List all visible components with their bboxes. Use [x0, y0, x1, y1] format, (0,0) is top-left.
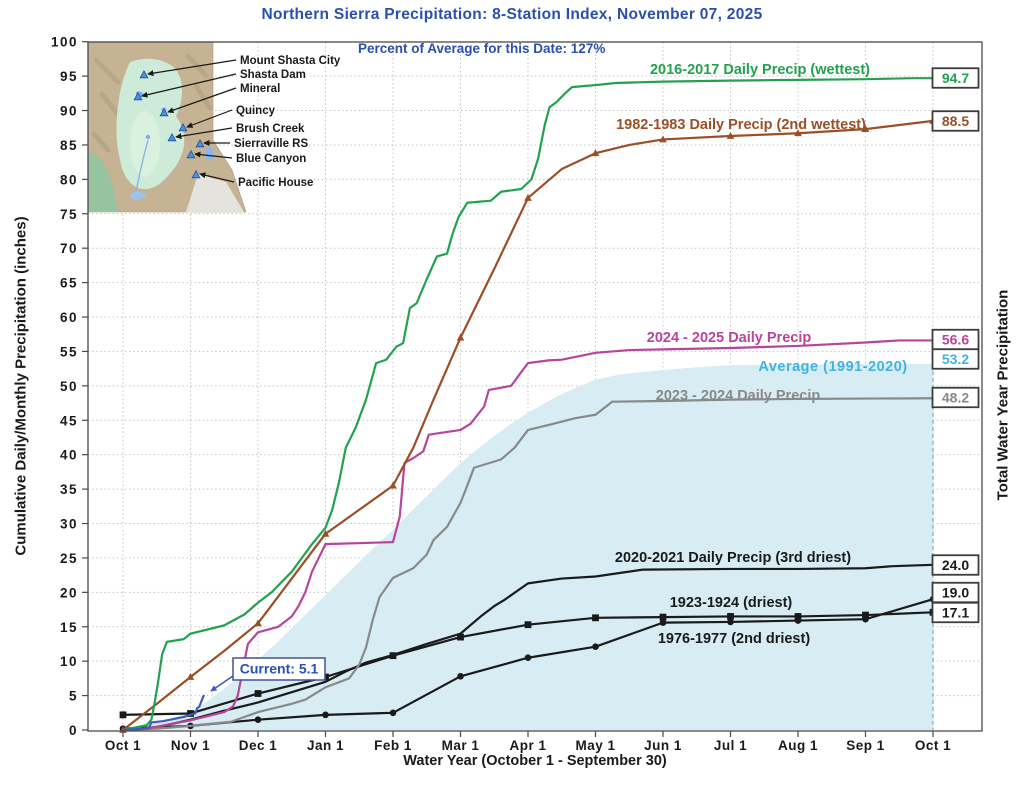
- station-label-blue-canyon: Blue Canyon: [236, 153, 306, 165]
- x-tick-label: Jan 1: [307, 738, 344, 753]
- station-marker-icon: [159, 107, 169, 117]
- average-area: [123, 363, 933, 730]
- x-tick-label: Nov 1: [171, 738, 210, 753]
- y-tick-label: 15: [60, 620, 78, 635]
- series-line-wy2023: [122, 397, 934, 732]
- value-box-wy2020: 24.0: [931, 554, 980, 576]
- y-tick-label: 20: [60, 585, 78, 600]
- station-marker-icon: [133, 91, 143, 101]
- value-boxes: 19.0 17.1 24.0 48.2 56.6 88.5 94.7 53.2: [931, 67, 980, 624]
- percent-of-average-annotation: Percent of Average for this Date: 127%: [358, 41, 606, 56]
- series-line-wy2016: [122, 77, 933, 732]
- y-tick-label: 55: [60, 344, 78, 359]
- value-box-text-wy2020: 24.0: [942, 557, 969, 573]
- y-tick-label: 10: [60, 654, 78, 669]
- x-tick-label: Sep 1: [846, 738, 885, 753]
- series-label-wy1982: 1982-1983 Daily Precip (2nd wettest): [616, 117, 866, 133]
- y-tick-label: 35: [60, 482, 78, 497]
- y-tick-label: 90: [60, 104, 78, 119]
- station-marker-icon: [191, 169, 201, 179]
- y-tick-label: 45: [60, 413, 78, 428]
- value-box-text-wy1923: 17.1: [942, 605, 969, 621]
- value-box-text-wy2023: 48.2: [942, 390, 969, 406]
- station-label-shasta-dam: Shasta Dam: [240, 69, 306, 81]
- y-tick-label: 80: [60, 172, 78, 187]
- value-box-average: 53.2: [931, 348, 980, 370]
- value-box-wy1982: 88.5: [931, 110, 980, 132]
- series-label-average: Average (1991-2020): [758, 359, 907, 375]
- value-box-text-average: 53.2: [942, 351, 969, 367]
- x-tick-label: Jun 1: [644, 738, 682, 753]
- value-box-text-wy1976: 19.0: [942, 585, 969, 601]
- y-tick-label: 95: [60, 69, 78, 84]
- x-tick-label: Oct 1: [915, 738, 951, 753]
- series-labels: 1976-1977 (2nd driest) 1923-1924 (driest)…: [615, 62, 907, 647]
- station-marker-icon: [178, 122, 188, 132]
- y-tick-label: 40: [60, 448, 78, 463]
- x-tick-label: Aug 1: [778, 738, 818, 753]
- current-annotation: Current: 5.1: [210, 657, 326, 692]
- y-tick-label: 100: [51, 35, 78, 50]
- series-label-wy2023: 2023 - 2024 Daily Precip: [656, 388, 821, 404]
- x-tick-label: Dec 1: [239, 738, 278, 753]
- tick-labels: Oct 1 Nov 1 Dec 1 Jan 1 Feb 1 Mar 1 Apr 1 May 1…: [51, 35, 951, 753]
- station-label-brush-creek: Brush Creek: [236, 123, 305, 135]
- y-tick-label: 65: [60, 276, 78, 291]
- station-label-pacific-house: Pacific House: [238, 177, 313, 189]
- series-label-wy2016: 2016-2017 Daily Precip (wettest): [650, 62, 870, 78]
- plot-frame: [87, 41, 983, 732]
- y-tick-label: 60: [60, 310, 78, 325]
- current-year-line: [122, 694, 206, 732]
- y-tick-label: 75: [60, 207, 78, 222]
- y-tick-label: 0: [69, 723, 78, 738]
- station-marker-icon: [167, 132, 177, 142]
- x-tick-label: Apr 1: [509, 738, 546, 753]
- station-label-sierraville-rs: Sierraville RS: [234, 138, 308, 150]
- value-box-wy1976: 19.0: [931, 581, 980, 604]
- series-label-wy2024: 2024 - 2025 Daily Precip: [647, 330, 812, 346]
- station-label-mount-shasta-city: Mount Shasta City: [240, 55, 341, 67]
- y-axis-title-right: Total Water Year Precipitation: [994, 289, 1012, 501]
- y-axis-title-left: Cumulative Daily/Monthly Precipitation (…: [12, 216, 30, 556]
- y-tick-label: 85: [60, 138, 78, 153]
- x-tick-label: Jul 1: [714, 738, 747, 753]
- value-box-wy1923: 17.1: [931, 601, 980, 624]
- value-box-text-wy1982: 88.5: [942, 113, 969, 129]
- map-inset: [87, 41, 247, 213]
- y-tick-label: 50: [60, 379, 78, 394]
- x-tick-label: Feb 1: [374, 738, 412, 753]
- value-box-wy2024: 56.6: [931, 328, 980, 351]
- current-value-label: Current: 5.1: [240, 661, 319, 677]
- chart-title: Northern Sierra Precipitation: 8-Station…: [261, 6, 763, 23]
- value-box-text-wy2024: 56.6: [942, 332, 969, 348]
- y-tick-label: 25: [60, 551, 78, 566]
- station-labels: Mount Shasta City Shasta Dam Mineral Quincy…: [141, 55, 341, 189]
- y-tick-label: 70: [60, 241, 78, 256]
- value-box-wy2023: 48.2: [931, 386, 980, 409]
- x-tick-label: Mar 1: [442, 738, 480, 753]
- value-box-text-wy2016: 94.7: [942, 70, 969, 86]
- station-marker-icon: [186, 149, 196, 159]
- station-marker-icon: [139, 69, 149, 79]
- y-tick-label: 5: [69, 689, 78, 704]
- axis-ticks: [82, 41, 934, 737]
- station-label-quincy: Quincy: [236, 105, 276, 117]
- x-tick-label: May 1: [575, 738, 615, 753]
- station-marker-icon: [195, 138, 205, 148]
- series-label-wy1976: 1976-1977 (2nd driest): [658, 631, 810, 647]
- series-line-wy2020: [122, 563, 934, 732]
- y-tick-label: 30: [60, 517, 78, 532]
- x-tick-label: Oct 1: [105, 738, 141, 753]
- series-label-wy1923: 1923-1924 (driest): [670, 595, 793, 611]
- series-label-wy2020: 2020-2021 Daily Precip (3rd driest): [615, 550, 851, 566]
- station-label-mineral: Mineral: [240, 83, 280, 95]
- x-axis-title: Water Year (October 1 - September 30): [403, 753, 667, 769]
- value-box-wy2016: 94.7: [931, 67, 980, 89]
